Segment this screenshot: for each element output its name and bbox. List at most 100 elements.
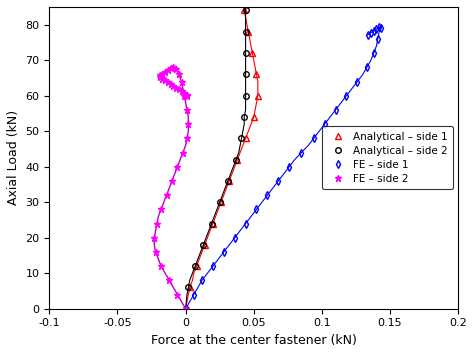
FE – side 2: [160, 76, 165, 81]
FE – side 2: [184, 136, 190, 141]
Analytical – side 2: [185, 285, 191, 290]
Analytical – side 2: [209, 222, 214, 226]
FE – side 2: [176, 72, 182, 76]
Analytical – side 2: [243, 93, 248, 98]
Analytical – side 2: [233, 158, 239, 162]
Analytical – side 1: [218, 200, 224, 204]
FE – side 2: [179, 79, 184, 84]
FE – side 2: [185, 122, 191, 126]
Y-axis label: Axial Load (kN): Axial Load (kN): [7, 110, 20, 205]
FE – side 2: [184, 94, 190, 98]
Analytical – side 1: [235, 158, 240, 162]
FE – side 2: [183, 307, 189, 311]
Analytical – side 2: [201, 243, 206, 247]
Analytical – side 2: [238, 136, 244, 141]
FE – side 2: [157, 75, 163, 79]
FE – side 1: [275, 179, 281, 183]
Analytical – side 1: [249, 51, 255, 55]
Analytical – side 1: [227, 179, 232, 183]
FE – side 2: [182, 91, 187, 95]
Line: FE – side 1: FE – side 1: [183, 24, 383, 312]
FE – side 1: [371, 29, 376, 33]
FE – side 1: [311, 136, 317, 141]
FE – side 1: [368, 30, 374, 35]
FE – side 1: [183, 307, 189, 311]
Analytical – side 2: [243, 51, 248, 55]
FE – side 2: [174, 292, 180, 297]
Analytical – side 1: [187, 285, 192, 290]
FE – side 2: [166, 278, 172, 282]
FE – side 1: [333, 108, 338, 112]
FE – side 1: [371, 51, 376, 55]
FE – side 2: [180, 150, 186, 155]
FE – side 1: [364, 65, 370, 69]
FE – side 2: [184, 92, 190, 97]
FE – side 2: [173, 67, 179, 71]
FE – side 1: [210, 264, 216, 268]
FE – side 1: [199, 278, 205, 282]
FE – side 1: [221, 250, 227, 254]
Analytical – side 1: [254, 72, 259, 76]
Analytical – side 1: [210, 222, 216, 226]
FE – side 2: [162, 69, 168, 74]
FE – side 2: [162, 78, 168, 82]
FE – side 2: [158, 207, 164, 211]
Line: Analytical – side 2: Analytical – side 2: [183, 8, 248, 312]
FE – side 2: [179, 89, 184, 93]
FE – side 2: [154, 222, 160, 226]
FE – side 2: [160, 72, 165, 76]
Legend: Analytical – side 1, Analytical – side 2, FE – side 1, FE – side 2: Analytical – side 1, Analytical – side 2…: [322, 126, 453, 189]
Analytical – side 2: [243, 8, 248, 13]
Line: FE – side 2: FE – side 2: [151, 63, 192, 312]
FE – side 1: [355, 79, 360, 84]
FE – side 1: [344, 93, 349, 98]
Analytical – side 2: [183, 307, 189, 311]
FE – side 2: [171, 64, 176, 69]
FE – side 2: [151, 236, 157, 240]
FE – side 2: [168, 66, 173, 70]
FE – side 2: [169, 179, 175, 183]
FE – side 2: [157, 73, 163, 77]
Analytical – side 2: [225, 179, 231, 183]
Analytical – side 1: [251, 115, 256, 119]
FE – side 1: [264, 193, 270, 197]
FE – side 2: [184, 108, 190, 112]
FE – side 1: [375, 37, 381, 41]
FE – side 1: [299, 150, 304, 155]
FE – side 2: [173, 85, 179, 90]
FE – side 2: [174, 165, 180, 169]
Analytical – side 1: [246, 30, 251, 34]
Analytical – side 2: [192, 264, 198, 268]
Analytical – side 1: [241, 8, 247, 13]
Analytical – side 2: [243, 30, 248, 34]
Analytical – side 1: [243, 136, 248, 141]
Analytical – side 1: [183, 307, 189, 311]
FE – side 2: [153, 250, 158, 254]
FE – side 2: [158, 264, 164, 268]
Analytical – side 1: [202, 243, 208, 247]
FE – side 2: [165, 68, 171, 72]
FE – side 1: [243, 222, 248, 226]
FE – side 1: [191, 292, 197, 297]
Analytical – side 1: [255, 93, 261, 98]
FE – side 1: [322, 122, 328, 126]
FE – side 2: [171, 84, 176, 88]
FE – side 2: [164, 193, 169, 197]
FE – side 2: [176, 87, 182, 91]
Analytical – side 2: [243, 72, 248, 76]
FE – side 1: [232, 236, 237, 240]
FE – side 2: [165, 80, 171, 84]
Analytical – side 1: [194, 264, 200, 268]
FE – side 2: [182, 93, 187, 98]
FE – side 1: [254, 207, 259, 211]
X-axis label: Force at the center fastener (kN): Force at the center fastener (kN): [151, 334, 357, 347]
FE – side 2: [168, 82, 173, 86]
Analytical – side 2: [241, 115, 247, 119]
Line: Analytical – side 1: Analytical – side 1: [183, 8, 261, 312]
FE – side 1: [378, 26, 383, 30]
FE – side 1: [376, 25, 382, 29]
Analytical – side 2: [217, 200, 222, 204]
FE – side 1: [374, 27, 379, 31]
FE – side 1: [286, 165, 292, 169]
FE – side 1: [365, 33, 371, 37]
